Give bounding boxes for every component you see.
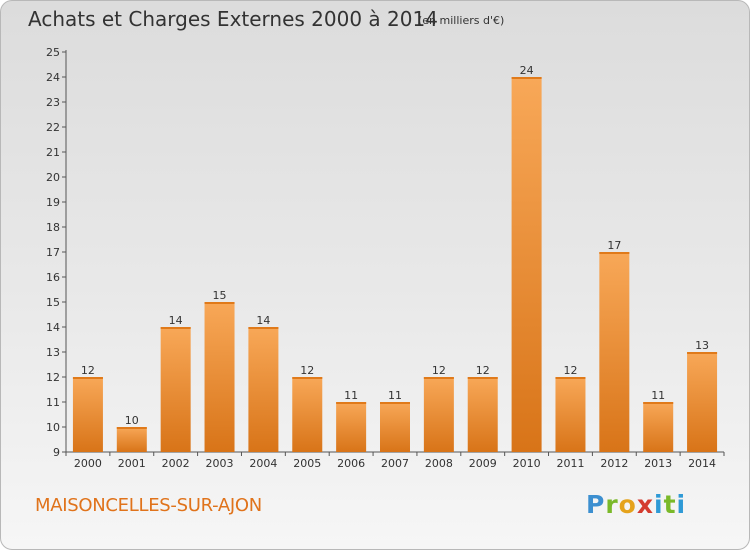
x-tick-label: 2010 — [513, 457, 541, 470]
chart-title: Achats et Charges Externes 2000 à 2014 — [28, 7, 438, 31]
data-label: 12 — [476, 364, 490, 377]
bar-2012[interactable] — [599, 252, 630, 452]
bar-2014[interactable] — [687, 352, 718, 452]
x-tick-label: 2003 — [206, 457, 234, 470]
bar-top-edge — [511, 77, 542, 79]
commune-name: MAISONCELLES-SUR-AJON — [35, 495, 262, 516]
bars — [72, 77, 718, 452]
y-tick-label: 21 — [46, 146, 60, 159]
data-label: 12 — [300, 364, 314, 377]
x-tick-label: 2001 — [118, 457, 146, 470]
x-tick-label: 2000 — [74, 457, 102, 470]
bar-top-edge — [380, 402, 410, 404]
bar-2003[interactable] — [204, 302, 235, 452]
data-label: 14 — [169, 314, 183, 327]
y-tick-label: 14 — [46, 321, 60, 334]
y-tick-label: 11 — [46, 396, 60, 409]
bar-top-edge — [248, 327, 279, 329]
bar-2000[interactable] — [72, 377, 103, 452]
x-tick-label: 2007 — [381, 457, 409, 470]
data-label: 14 — [256, 314, 270, 327]
chart-subtitle: (en milliers d'€) — [418, 14, 505, 27]
proxiti-logo[interactable]: Proxiti — [586, 490, 687, 519]
bar-2009[interactable] — [467, 377, 498, 452]
x-tick-label: 2006 — [337, 457, 365, 470]
y-tick-label: 20 — [46, 171, 60, 184]
data-label: 12 — [563, 364, 577, 377]
y-tick-label: 18 — [46, 221, 60, 234]
bar-2008[interactable] — [423, 377, 454, 452]
bar-top-edge — [292, 377, 323, 379]
bar-2001[interactable] — [116, 427, 147, 452]
bar-top-edge — [116, 427, 147, 429]
x-tick-label: 2013 — [644, 457, 672, 470]
bar-2013[interactable] — [643, 402, 674, 452]
bar-top-edge — [555, 377, 586, 379]
bar-top-edge — [643, 402, 674, 404]
bar-2011[interactable] — [555, 377, 586, 452]
y-tick-label: 12 — [46, 371, 60, 384]
x-tick-label: 2011 — [556, 457, 584, 470]
y-tick-label: 23 — [46, 96, 60, 109]
bar-top-edge — [687, 352, 718, 354]
y-tick-label: 15 — [46, 296, 60, 309]
bar-2004[interactable] — [248, 327, 279, 452]
data-label: 13 — [695, 339, 709, 352]
bar-top-edge — [599, 252, 630, 254]
y-tick-label: 25 — [46, 46, 60, 59]
data-label: 12 — [81, 364, 95, 377]
data-label: 17 — [607, 239, 621, 252]
y-axis: 9 10 11 12 13 14 15 16 17 18 19 20 21 22 23 24 25 — [46, 46, 67, 459]
bar-top-edge — [467, 377, 498, 379]
y-tick-label: 17 — [46, 246, 60, 259]
x-tick-label: 2009 — [469, 457, 497, 470]
y-tick-label: 13 — [46, 346, 60, 359]
x-tick-label: 2004 — [249, 457, 277, 470]
bar-2006[interactable] — [336, 402, 367, 452]
y-tick-label: 24 — [46, 71, 60, 84]
bar-top-edge — [72, 377, 103, 379]
x-tick-label: 2005 — [293, 457, 321, 470]
data-label: 10 — [125, 414, 139, 427]
data-label: 12 — [432, 364, 446, 377]
y-tick-label: 19 — [46, 196, 60, 209]
bar-2005[interactable] — [292, 377, 323, 452]
y-tick-label: 22 — [46, 121, 60, 134]
y-tick-label: 9 — [53, 446, 60, 459]
x-axis: 2000 2001 2002 2003 2004 2005 2006 2007 2008 2009… — [65, 451, 725, 470]
bar-top-edge — [204, 302, 235, 304]
x-tick-label: 2008 — [425, 457, 453, 470]
data-label: 11 — [344, 389, 358, 402]
x-tick-label: 2002 — [162, 457, 190, 470]
y-tick-label: 16 — [46, 271, 60, 284]
bar-top-edge — [336, 402, 367, 404]
bar-top-edge — [160, 327, 191, 329]
x-tick-label: 2014 — [688, 457, 716, 470]
bar-2010[interactable] — [511, 77, 542, 452]
x-tick-label: 2012 — [600, 457, 628, 470]
bar-2007[interactable] — [380, 402, 410, 452]
data-label: 15 — [213, 289, 227, 302]
bar-2002[interactable] — [160, 327, 191, 452]
data-label: 11 — [651, 389, 665, 402]
bar-top-edge — [423, 377, 454, 379]
data-label: 24 — [520, 64, 534, 77]
data-label: 11 — [388, 389, 402, 402]
data-labels: 12 10 14 15 14 12 11 11 12 12 24 12 17 11 13 — [81, 64, 709, 427]
y-tick-label: 10 — [46, 421, 60, 434]
